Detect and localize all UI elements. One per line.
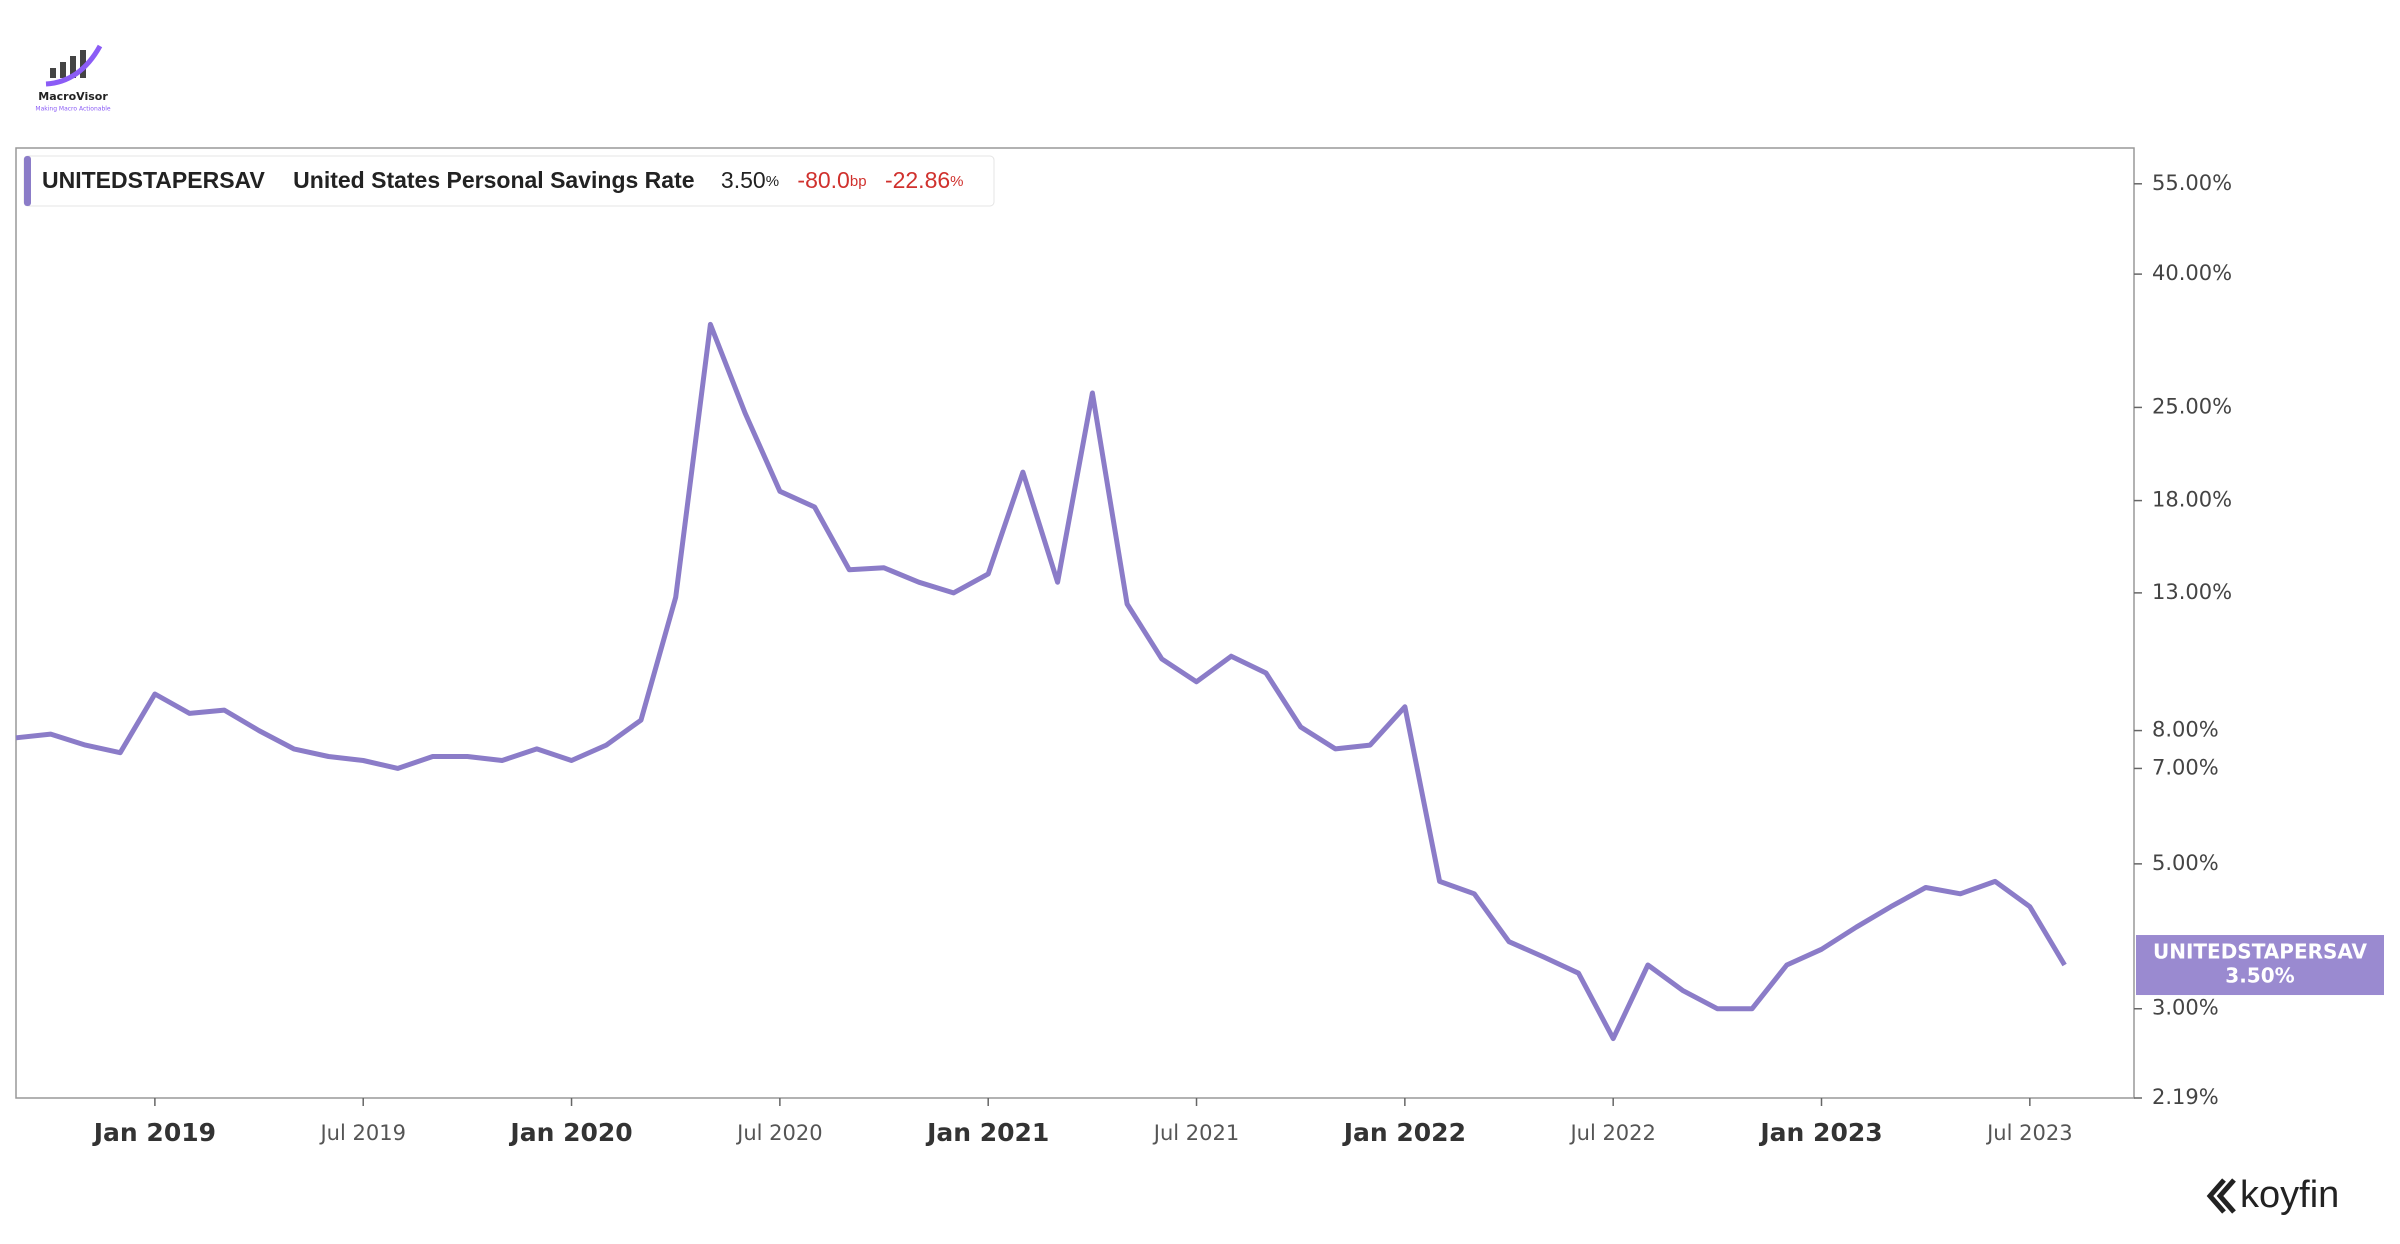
header-swatch bbox=[24, 156, 31, 206]
y-tick-label: 13.00% bbox=[2152, 580, 2232, 604]
y-tick-label: 25.00% bbox=[2152, 394, 2232, 418]
last-label-value: 3.50% bbox=[2225, 964, 2294, 988]
x-tick-label: Jan 2020 bbox=[508, 1118, 632, 1147]
last-value: 3.50 bbox=[721, 167, 766, 193]
x-tick-label: Jan 2021 bbox=[925, 1118, 1049, 1147]
unit: % bbox=[766, 173, 779, 190]
x-tick-label: Jan 2023 bbox=[1758, 1118, 1882, 1147]
last-label-ticker: UNITEDSTAPERSAV bbox=[2153, 940, 2368, 964]
pct-change: -22.86 bbox=[885, 167, 950, 193]
plot-frame bbox=[15, 147, 2135, 1099]
x-tick-label: Jul 2022 bbox=[1568, 1121, 1655, 1145]
x-tick-label: Jul 2023 bbox=[1985, 1121, 2072, 1145]
change: -80.0 bbox=[797, 167, 849, 193]
header-text: UNITEDSTAPERSAV United States Personal S… bbox=[42, 167, 964, 193]
y-tick-label: 8.00% bbox=[2152, 718, 2219, 742]
series-name: United States Personal Savings Rate bbox=[293, 167, 694, 193]
ticker: UNITEDSTAPERSAV bbox=[42, 167, 265, 193]
x-tick-label: Jan 2019 bbox=[92, 1118, 216, 1147]
x-tick-label: Jul 2019 bbox=[318, 1121, 405, 1145]
series-line bbox=[15, 321, 2067, 1042]
last-label-box bbox=[2136, 935, 2384, 996]
brand: koyfin bbox=[2206, 1174, 2339, 1216]
y-tick-label: 18.00% bbox=[2152, 488, 2232, 512]
legend-header: UNITEDSTAPERSAV United States Personal S… bbox=[23, 155, 995, 207]
logo-tagline: Making Macro Actionable bbox=[35, 106, 111, 113]
logo: MacroVisor Making Macro Actionable bbox=[35, 44, 111, 113]
brand-name: koyfin bbox=[2240, 1174, 2339, 1216]
y-tick-label: 2.19% bbox=[2152, 1085, 2219, 1109]
y-tick-label: 55.00% bbox=[2152, 171, 2232, 195]
axes: 55.00% 40.00% 25.00% 18.00% 13.00% 8.00% 7.00%… bbox=[92, 171, 2232, 1147]
logo-name: MacroVisor bbox=[38, 90, 108, 103]
y-tick-label: 5.00% bbox=[2152, 851, 2219, 875]
y-tick-label: 3.00% bbox=[2152, 996, 2219, 1020]
change-unit: bp bbox=[850, 173, 867, 190]
y-tick-label: 40.00% bbox=[2152, 261, 2232, 285]
x-tick-label: Jul 2020 bbox=[735, 1121, 822, 1145]
x-tick-label: Jul 2021 bbox=[1152, 1121, 1239, 1145]
last-value-label: UNITEDSTAPERSAV 3.50% bbox=[2136, 935, 2384, 996]
marks bbox=[15, 321, 2067, 1042]
x-tick-label: Jan 2022 bbox=[1342, 1118, 1466, 1147]
y-tick-label: 7.00% bbox=[2152, 755, 2219, 779]
pct-unit: % bbox=[950, 173, 963, 190]
